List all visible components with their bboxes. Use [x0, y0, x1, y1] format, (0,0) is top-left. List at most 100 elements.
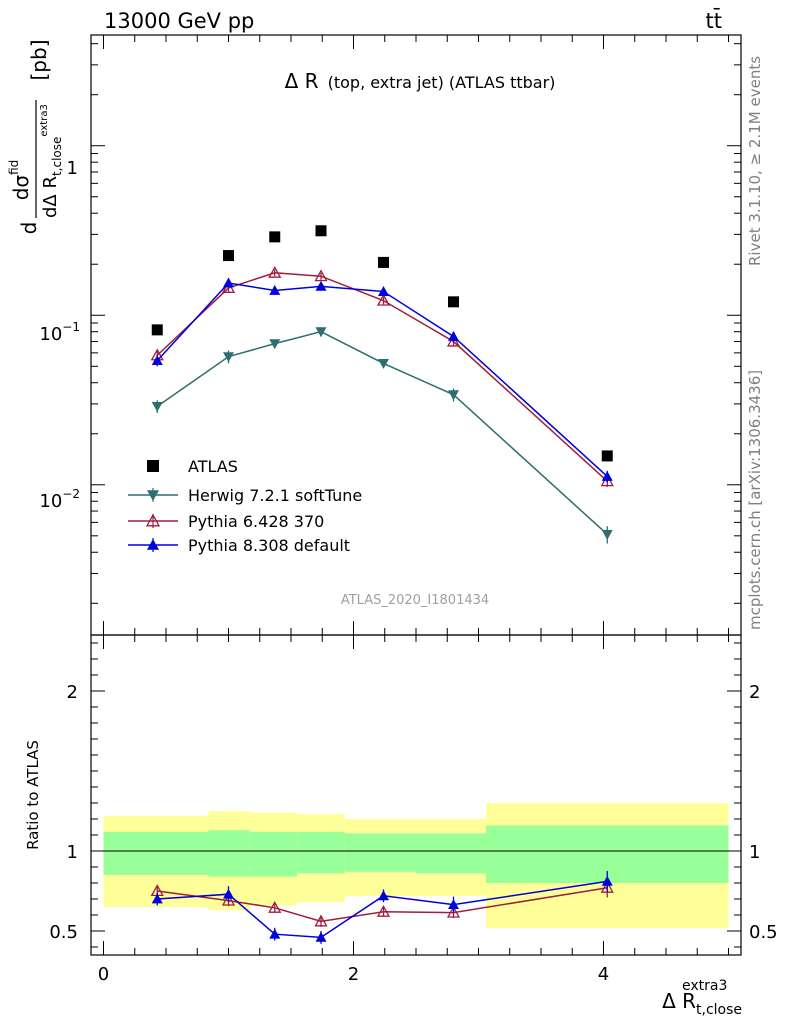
data-point — [376, 293, 391, 306]
ratio-point — [600, 880, 614, 893]
ratio-y-tick-label-right: 1 — [749, 842, 760, 863]
ratio-point — [268, 900, 282, 913]
data-point — [151, 324, 163, 336]
data-point — [315, 225, 327, 237]
legend-label-atlas: ATLAS — [188, 457, 238, 476]
data-point — [601, 470, 613, 481]
data-point — [151, 355, 163, 366]
ratio-tick-labels: 0.5 0.5 1 1 2 2 0 2 4 — [49, 682, 777, 985]
main-axis-ticks — [91, 35, 741, 635]
band-green — [249, 831, 298, 877]
ratio-point — [314, 914, 328, 927]
band-green — [208, 830, 250, 877]
data-point — [268, 265, 282, 278]
legend: ATLAS Herwig 7.2.1 softTune Pythia 6.428… — [128, 457, 362, 555]
data-point — [446, 334, 461, 347]
ratio-point — [315, 931, 327, 942]
data-point — [269, 231, 281, 243]
data-point — [223, 250, 234, 262]
y-label-d: d — [17, 222, 41, 235]
legend-marker — [147, 490, 159, 501]
data-point — [601, 529, 613, 540]
series-3 — [151, 277, 613, 483]
ratio-point — [446, 905, 461, 918]
ratio-point — [376, 904, 391, 917]
ratio-frame — [90, 634, 742, 956]
main-y-label: d dσfid dΔ Rt,closeextra3 [pb] — [7, 40, 64, 235]
x-label-extra3: extra3 — [682, 978, 727, 994]
x-tick-label: 2 — [348, 964, 359, 985]
data-point — [378, 286, 389, 296]
watermark: ATLAS_2020_I1801434 — [341, 593, 489, 608]
mcplots-label: mcplots.cern.ch [arXiv:1306.3436] — [746, 370, 764, 630]
legend-markers — [128, 460, 178, 552]
series-1 — [151, 327, 613, 544]
rivet-label: Rivet 3.1.10, ≥ 2.1M events — [746, 56, 764, 266]
band-green — [344, 833, 416, 872]
data-point — [223, 352, 234, 363]
data-point — [448, 296, 459, 308]
main-series — [150, 225, 614, 544]
ratio-y-tick-label-left: 0.5 — [49, 922, 78, 943]
y-tick-label-0.01-base: 10 — [39, 491, 62, 512]
legend-label-pythia6: Pythia 6.428 370 — [188, 512, 324, 531]
ratio-point — [448, 899, 459, 909]
ratio-axis-ticks — [91, 635, 741, 955]
y-label-numerator: dσfid — [7, 160, 33, 201]
ratio-series — [150, 871, 614, 944]
x-tick-label: 4 — [598, 964, 609, 985]
ratio-point — [378, 890, 389, 901]
main-title-symbol: Δ R — [285, 69, 319, 93]
process-label: tt̄ — [706, 8, 722, 33]
ratio-series-1 — [151, 871, 613, 944]
energy-label: 13000 GeV pp — [104, 9, 254, 33]
legend-marker — [147, 539, 159, 550]
main-title: Δ R (top, extra jet) (ATLAS ttbar) — [285, 69, 556, 93]
legend-marker — [147, 460, 159, 472]
y-label-ddr: dΔ R — [40, 176, 61, 218]
data-point — [151, 402, 163, 412]
data-point — [448, 390, 459, 401]
ratio-y-tick-label-right: 0.5 — [749, 922, 778, 943]
y-label-denominator: dΔ Rt,closeextra3 — [39, 104, 64, 218]
data-point — [314, 269, 328, 282]
series-0 — [151, 225, 613, 462]
data-point — [315, 280, 327, 291]
y-label-unit: [pb] — [27, 40, 51, 81]
data-point — [269, 284, 281, 295]
ratio-y-tick-label-left: 2 — [67, 682, 78, 703]
ratio-panel: Ratio to ATLAS 0.5 0.5 1 1 2 2 0 2 4 Δ Rt,close e… — [24, 634, 778, 1018]
data-point — [315, 327, 327, 338]
x-label-tclose: t,close — [696, 1002, 742, 1018]
data-point — [378, 256, 389, 268]
y-label-extra3: extra3 — [39, 104, 50, 136]
legend-marker — [145, 513, 161, 527]
ratio-y-tick-label-right: 2 — [749, 682, 760, 703]
y-tick-label-0.01-exp: −2 — [62, 487, 80, 501]
band-green — [416, 833, 486, 874]
ratio-y-tick-label-left: 1 — [67, 842, 78, 863]
data-point — [269, 339, 281, 350]
y-label-dsigma: dσ — [9, 175, 33, 201]
legend-label-herwig: Herwig 7.2.1 softTune — [188, 486, 362, 505]
data-point — [448, 330, 459, 341]
ratio-y-label: Ratio to ATLAS — [24, 740, 42, 850]
main-title-detail: (top, extra jet) (ATLAS ttbar) — [328, 73, 556, 92]
band-green — [297, 831, 345, 874]
data-point — [601, 450, 613, 462]
legend-label-pythia8: Pythia 8.308 default — [188, 536, 350, 555]
band-green — [103, 831, 209, 875]
y-label-tclose: t,close — [50, 137, 64, 176]
x-label-dr: Δ R — [662, 989, 696, 1013]
ratio-point — [269, 928, 281, 939]
ratio-point — [221, 893, 236, 906]
y-tick-label-0.1: 10−1 — [39, 320, 80, 345]
data-point — [223, 277, 234, 288]
y-tick-label-0.1-exp: −1 — [62, 320, 80, 334]
x-tick-label: 0 — [98, 964, 109, 985]
ratio-bands — [103, 803, 729, 928]
ratio-point — [151, 893, 163, 904]
y-tick-label-1: 1 — [67, 158, 78, 179]
y-tick-label-0.01: 10−2 — [39, 487, 80, 512]
